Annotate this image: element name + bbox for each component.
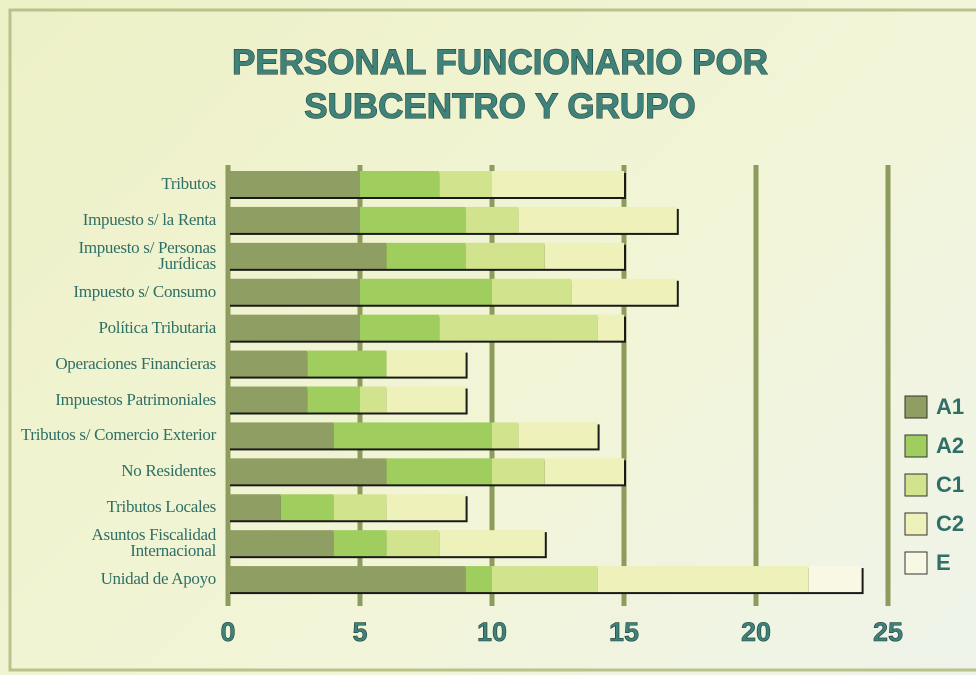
bar-segment	[333, 494, 387, 521]
bar-segment	[597, 566, 809, 593]
bar-segment	[228, 314, 360, 341]
bar-segment	[465, 206, 519, 233]
bar-segment	[228, 278, 360, 305]
y-tick-label: Tributos s/ Comercio Exterior	[20, 425, 216, 445]
x-tick-label: 5	[352, 617, 367, 647]
bar-segment	[544, 242, 624, 269]
bar-segment	[360, 206, 466, 233]
bar-segment	[360, 171, 440, 197]
y-tick-label: Tributos	[161, 174, 216, 193]
bar-segment	[360, 314, 440, 341]
bar-segment	[492, 171, 624, 197]
bar-segment	[492, 422, 519, 449]
bar-segment	[492, 566, 598, 593]
legend-label: C1	[936, 472, 964, 497]
bar-segment	[518, 206, 677, 233]
bar-segment	[228, 422, 334, 449]
y-tick-label: Impuestos Patrimoniales	[55, 389, 216, 409]
bar-segment	[439, 530, 545, 557]
bar-segment	[386, 386, 466, 413]
x-tick-label: 15	[609, 617, 639, 647]
y-tick-label: Tributos Locales	[106, 497, 217, 517]
legend-swatch	[904, 395, 928, 419]
bar-segment	[465, 566, 492, 593]
bar-segment	[360, 278, 492, 305]
bar-segment	[307, 386, 360, 413]
y-tick-label: Unidad de Apoyo	[100, 569, 217, 589]
y-tick-label: Política Tributaria	[98, 317, 216, 337]
bar-segment	[228, 350, 308, 377]
x-tick-label: 10	[477, 617, 507, 647]
bar-segment	[518, 422, 598, 449]
legend-label: E	[936, 550, 951, 575]
bar-segment	[386, 494, 466, 521]
y-tick-label: Impuesto s/ Personas Jurídicas	[78, 237, 216, 273]
x-tick-label: 0	[220, 617, 235, 647]
bar-segment	[544, 458, 624, 485]
legend-label: C2	[936, 511, 964, 536]
y-tick-label: Impuesto s/ la Renta	[82, 209, 217, 229]
bar-segment	[228, 242, 387, 269]
bar-segment	[228, 206, 360, 233]
bar-segment	[571, 278, 677, 305]
legend-swatch	[904, 551, 928, 575]
bar-segment	[228, 171, 360, 197]
legend-swatch	[904, 473, 928, 497]
x-tick-label: 25	[873, 617, 903, 647]
y-tick-label: Operaciones Financieras	[55, 353, 216, 373]
legend-swatch	[904, 434, 928, 458]
bar-segment	[280, 494, 334, 521]
x-tick-label: 20	[741, 617, 771, 647]
bar-segment	[386, 530, 440, 557]
bar-segment	[808, 566, 862, 593]
bar-segment	[228, 530, 334, 557]
bar-segment	[439, 171, 492, 197]
chart-title: PERSONAL FUNCIONARIO POR SUBCENTRO Y GRUP…	[232, 43, 768, 126]
bar-segment	[492, 278, 572, 305]
legend-label: A2	[936, 433, 964, 458]
y-tick-label: No Residentes	[121, 461, 216, 481]
bar-segment	[386, 458, 492, 485]
bar-segment	[228, 566, 466, 593]
legend-label: A1	[936, 394, 964, 419]
title-line: SUBCENTRO Y GRUPO	[304, 87, 696, 126]
frame	[8, 8, 976, 672]
bar-segment	[386, 242, 466, 269]
bar-segment	[597, 314, 624, 341]
y-tick-label: Impuesto s/ Consumo	[73, 281, 216, 301]
bar-segment	[228, 386, 308, 413]
bar-segment	[492, 458, 545, 485]
bar-segment	[439, 314, 598, 341]
y-tick-label: Asuntos Fiscalidad Internacional	[91, 525, 217, 561]
bar-segment	[465, 242, 545, 269]
bar-segment	[333, 530, 387, 557]
bar-segment	[228, 494, 281, 521]
bar-segment	[307, 350, 387, 377]
bar-segment	[360, 386, 387, 413]
bar-segment	[228, 458, 387, 485]
bar-segment	[386, 350, 466, 377]
bar-segment	[333, 422, 492, 449]
legend-swatch	[904, 512, 928, 536]
title-line: PERSONAL FUNCIONARIO POR	[232, 43, 768, 82]
